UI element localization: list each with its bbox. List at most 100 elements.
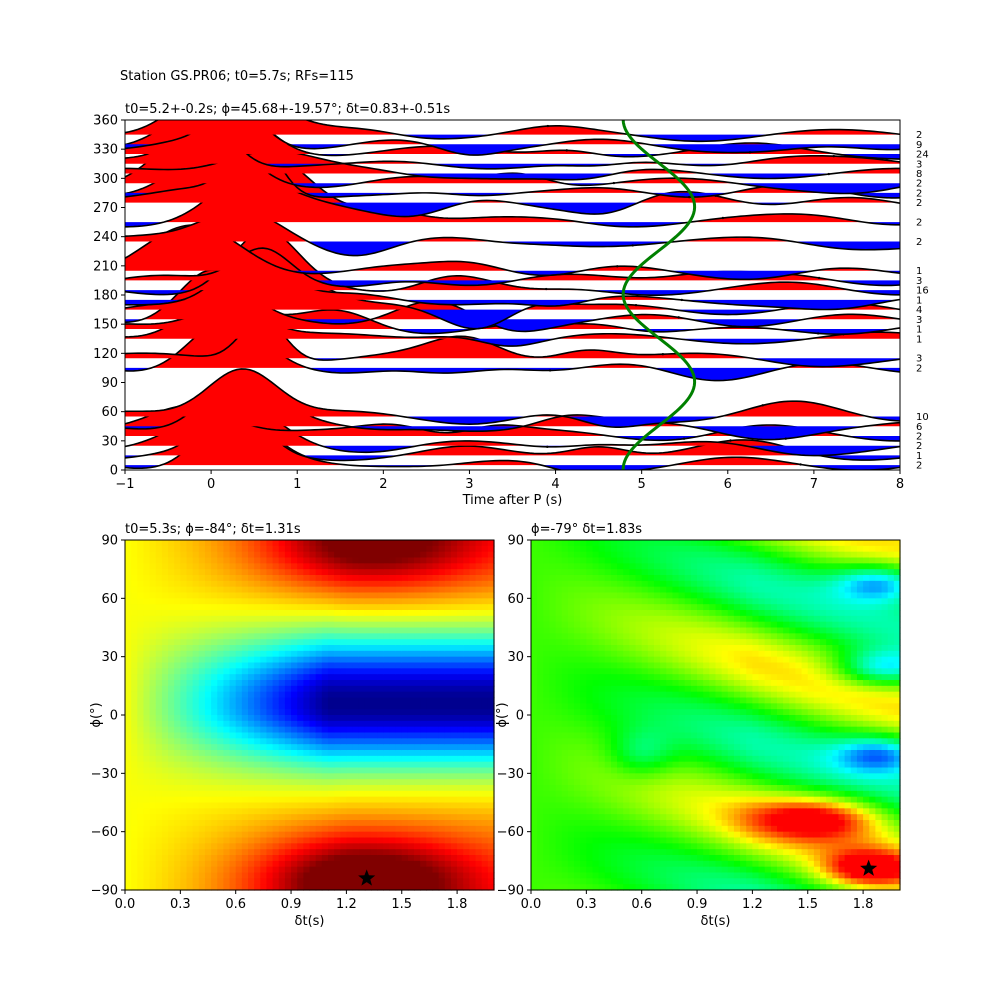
heatmap-cell	[610, 814, 618, 821]
heatmap-cell	[297, 656, 304, 664]
heatmap-cell	[137, 604, 145, 611]
heatmap-cell	[617, 575, 624, 582]
heatmap-cell	[223, 732, 231, 739]
heatmap-cell	[321, 872, 329, 879]
heatmap-cell	[561, 825, 569, 833]
heatmap-cell	[586, 569, 594, 576]
heatmap-cell	[272, 878, 280, 885]
heatmap-cell	[254, 545, 261, 553]
heatmap-cell	[297, 825, 304, 833]
heatmap-cell	[543, 557, 551, 564]
heatmap-cell	[481, 645, 489, 652]
heatmap-cell	[186, 656, 194, 664]
heatmap-cell	[561, 785, 569, 792]
heatmap-cell	[303, 738, 311, 745]
heatmap-cell	[278, 808, 286, 815]
heatmap-cell	[414, 580, 421, 588]
heatmap-cell	[303, 545, 311, 553]
heatmap-cell	[395, 767, 403, 774]
heatmap-cell	[358, 878, 366, 885]
heatmap-cell	[623, 545, 630, 553]
heatmap-cell	[241, 814, 249, 821]
heatmap-cell	[561, 639, 569, 646]
heatmap-cell	[647, 627, 655, 634]
heatmap-cell	[592, 592, 600, 599]
heatmap-cell	[241, 738, 249, 745]
heatmap-cell	[395, 744, 403, 751]
heatmap-cell	[475, 878, 483, 885]
heatmap-cell	[414, 790, 421, 798]
heatmap-cell	[192, 767, 200, 774]
heatmap-cell	[610, 767, 618, 774]
heatmap-cell	[444, 569, 452, 576]
heatmap-cell	[469, 814, 477, 821]
heatmap-cell	[586, 796, 594, 804]
heatmap-cell	[580, 650, 587, 658]
heatmap-cell	[481, 586, 489, 594]
heatmap-cell	[192, 761, 200, 769]
heatmap-cell	[192, 545, 200, 553]
heatmap-cell	[198, 650, 206, 658]
heatmap-cell	[377, 691, 384, 699]
heatmap-cell	[604, 732, 612, 739]
heatmap-cell	[604, 680, 612, 687]
heatmap-cell	[426, 866, 434, 874]
heatmap-cell	[629, 592, 637, 599]
heatmap-cell	[204, 744, 212, 751]
heatmap-cell	[284, 604, 292, 611]
heatmap-cell	[383, 755, 391, 763]
heatmap-cell	[204, 732, 212, 739]
heatmap-cell	[629, 872, 637, 879]
heatmap-cell	[574, 674, 581, 681]
heatmap-cell	[211, 767, 218, 774]
heatmap-cell	[346, 790, 354, 798]
heatmap-cell	[297, 685, 304, 693]
heatmap-cell	[543, 650, 551, 658]
heatmap-cell	[580, 767, 587, 774]
heatmap-cell	[475, 767, 483, 774]
heatmap-cell	[315, 860, 323, 868]
heatmap-cell	[297, 808, 304, 815]
heatmap-cell	[278, 802, 286, 809]
heatmap-cell	[235, 662, 243, 669]
heatmap-cell	[635, 755, 643, 763]
heatmap-cell	[180, 884, 188, 891]
heatmap-cell	[254, 872, 261, 879]
heatmap-cell	[604, 820, 612, 827]
heatmap-cell	[537, 744, 544, 751]
heatmap-cell	[161, 785, 169, 792]
heatmap-cell	[629, 691, 637, 699]
heatmap-cell	[481, 604, 489, 611]
heatmap-cell	[248, 773, 255, 780]
heatmap-cell	[186, 685, 194, 693]
heatmap-cell	[260, 645, 268, 652]
trace-count-label: 1	[916, 295, 922, 306]
heatmap-cell	[475, 598, 483, 605]
heatmap-cell	[346, 860, 354, 868]
heatmap-cell	[574, 802, 581, 809]
heatmap-cell	[574, 685, 581, 693]
heatmap-cell	[617, 726, 624, 734]
heatmap-cell	[475, 884, 483, 891]
heatmap-cell	[168, 674, 175, 681]
heatmap-cell	[537, 703, 544, 710]
heatmap-cell	[352, 750, 360, 757]
heatmap-cell	[401, 715, 409, 722]
heatmap-cell	[204, 808, 212, 815]
heatmap-cell	[309, 779, 317, 786]
heatmap-cell	[586, 598, 594, 605]
heatmap-cell	[635, 656, 643, 664]
heatmap-cell	[180, 621, 188, 629]
heatmap-cell	[186, 790, 194, 798]
heatmap-cell	[610, 878, 618, 885]
heatmap-cell	[537, 820, 544, 827]
heatmap-cell	[334, 610, 341, 617]
heatmap-cell	[641, 790, 649, 798]
heatmap-cell	[377, 802, 384, 809]
heatmap-cell	[223, 808, 231, 815]
heatmap-cell	[414, 726, 421, 734]
heatmap-cell	[561, 790, 569, 798]
heatmap-cell	[217, 680, 224, 687]
heatmap-cell	[623, 808, 630, 815]
heatmap-cell	[131, 674, 138, 681]
